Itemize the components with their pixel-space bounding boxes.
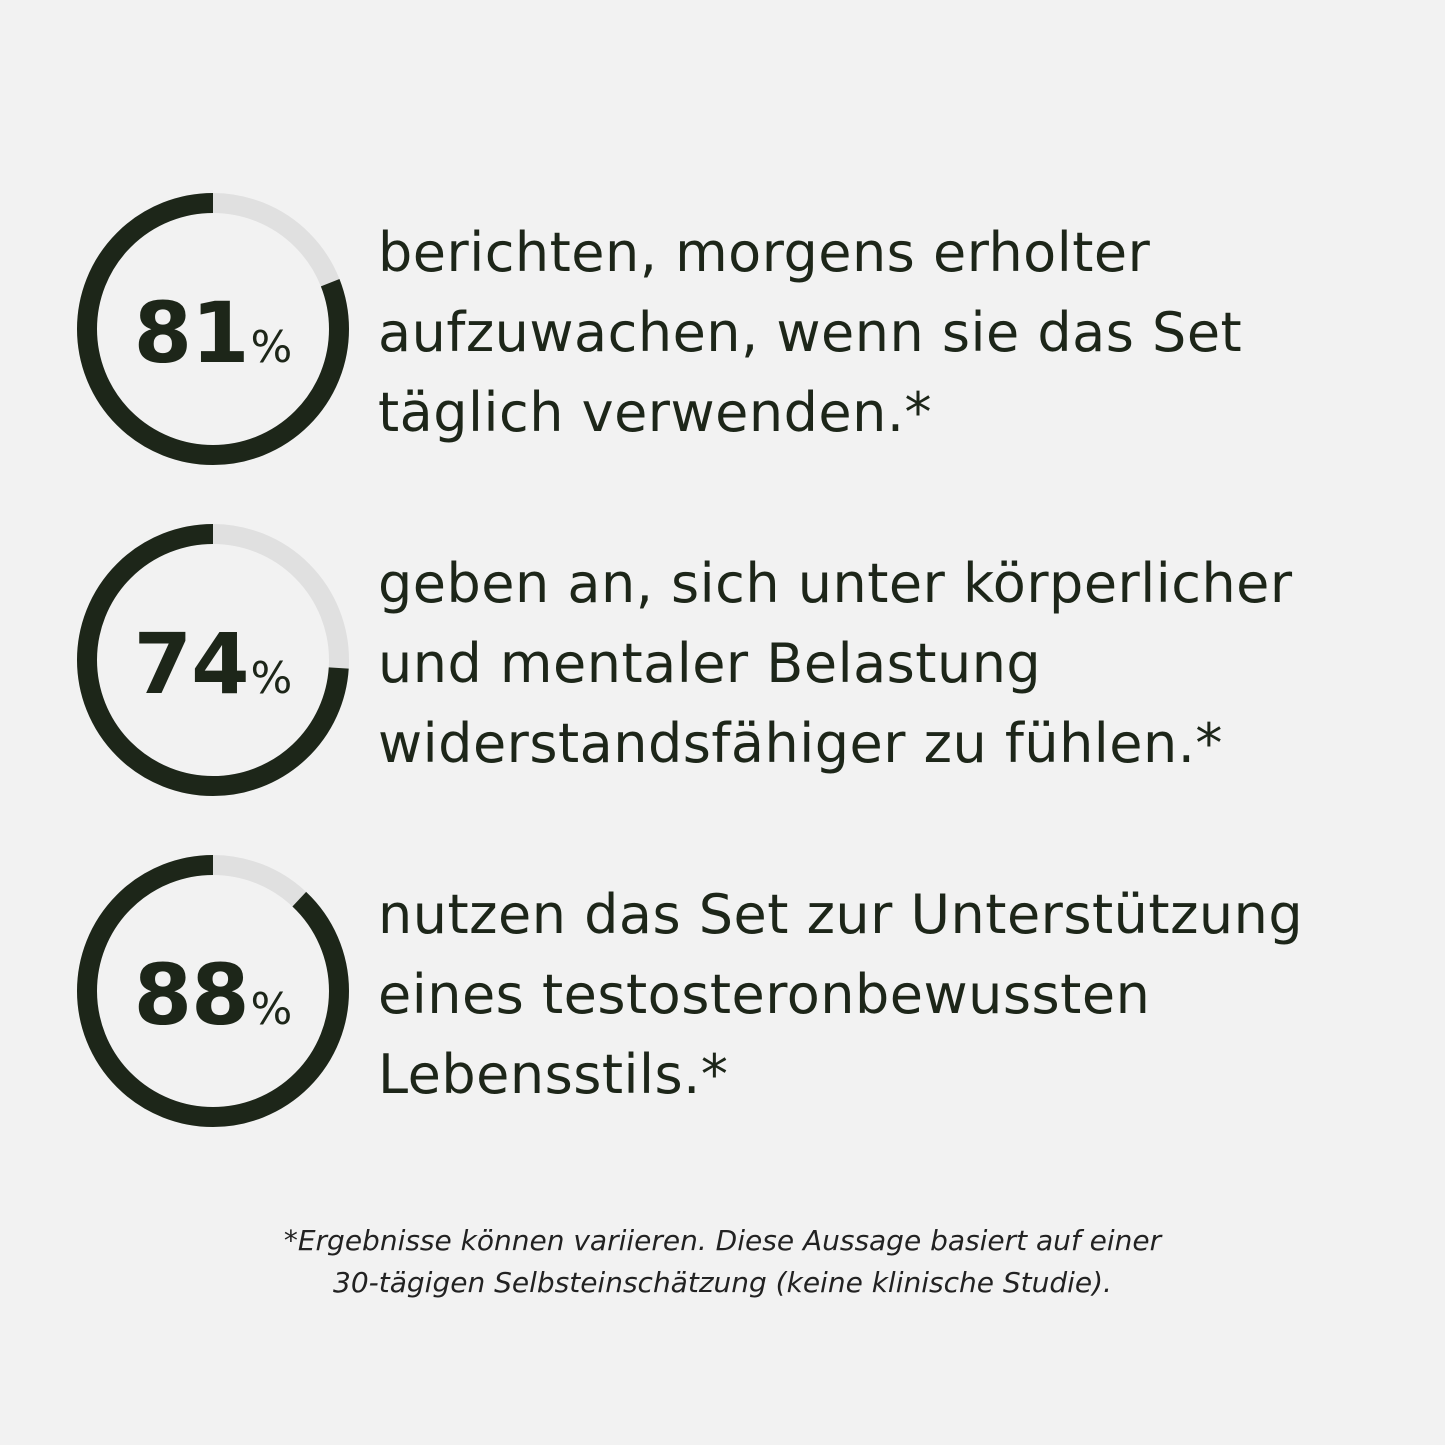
stat-description-line: widerstandsfähiger zu fühlen.* xyxy=(378,712,1223,775)
stat-description: berichten, morgens erholter aufzuwachen,… xyxy=(378,213,1428,453)
percentage-display: 81% xyxy=(75,191,351,467)
percent-sign: % xyxy=(250,653,293,704)
stat-row-2: 74% geben an, sich unter körperlicher un… xyxy=(0,520,1445,800)
percentage-display: 88% xyxy=(75,853,351,1129)
ring-fill xyxy=(77,855,349,1127)
progress-ring-3: 88% xyxy=(75,853,351,1129)
stat-description-line: berichten, morgens erholter xyxy=(378,221,1151,284)
percent-sign: % xyxy=(250,984,293,1035)
percentage-value: 88 xyxy=(133,946,250,1044)
progress-ring-svg-2 xyxy=(77,524,349,796)
stat-description-line: täglich verwenden.* xyxy=(378,381,933,444)
stat-description: geben an, sich unter körperlicher und me… xyxy=(378,544,1428,784)
ring-fill xyxy=(77,524,349,796)
footnote-line: 30-tägigen Selbsteinschätzung (keine kli… xyxy=(333,1266,1112,1299)
stat-description-line: geben an, sich unter körperlicher xyxy=(378,552,1293,615)
footnote: *Ergebnisse können variieren. Diese Auss… xyxy=(0,1220,1445,1304)
stat-description-line: nutzen das Set zur Unterstützung xyxy=(378,883,1304,946)
stat-row-1: 81% berichten, morgens erholter aufzuwac… xyxy=(0,189,1445,469)
stat-description-line: eines testosteronbewussten xyxy=(378,963,1151,1026)
stat-description: nutzen das Set zur Unterstützung eines t… xyxy=(378,875,1428,1115)
stat-description-line: und mentaler Belastung xyxy=(378,632,1042,695)
percentage-display: 74% xyxy=(75,522,351,798)
progress-ring-2: 74% xyxy=(75,522,351,798)
stat-description-line: aufzuwachen, wenn sie das Set xyxy=(378,301,1243,364)
progress-ring-svg-1 xyxy=(77,193,349,465)
progress-ring-svg-3 xyxy=(77,855,349,1127)
progress-ring-1: 81% xyxy=(75,191,351,467)
ring-fill xyxy=(77,193,349,465)
stat-description-line: Lebensstils.* xyxy=(378,1043,729,1106)
percent-sign: % xyxy=(250,322,293,373)
percentage-value: 74 xyxy=(133,615,250,713)
stat-row-3: 88% nutzen das Set zur Unterstützung ein… xyxy=(0,851,1445,1131)
footnote-line: *Ergebnisse können variieren. Diese Auss… xyxy=(283,1224,1162,1257)
percentage-value: 81 xyxy=(133,284,250,382)
